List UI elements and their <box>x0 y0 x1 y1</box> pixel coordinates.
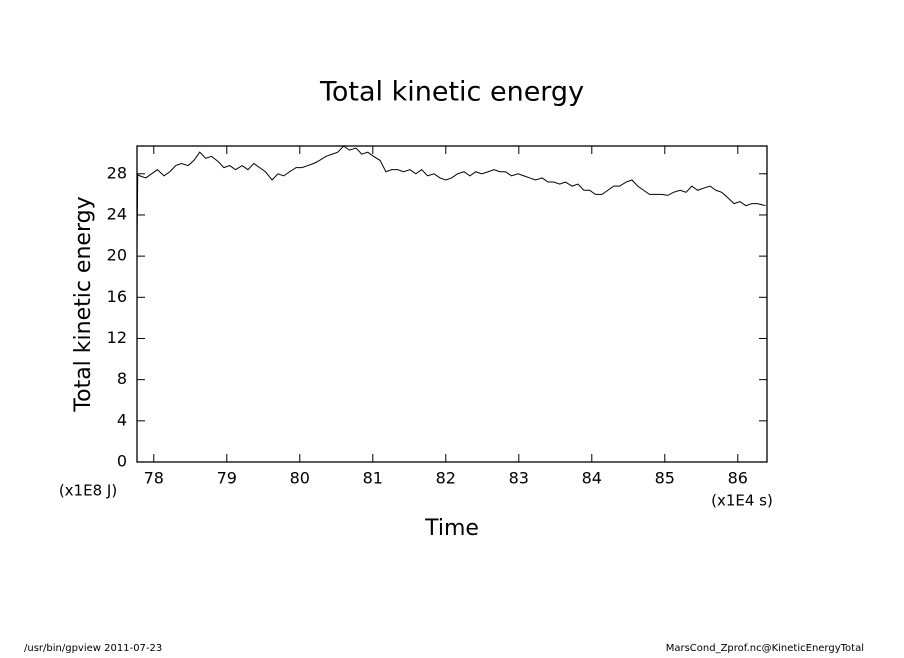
y-tick-label: 24 <box>107 204 127 223</box>
y-axis-label: Total kinetic energy <box>71 196 96 412</box>
x-tick-label: 81 <box>363 469 383 488</box>
chart-title: Total kinetic energy <box>319 77 584 108</box>
x-unit: (x1E4 s) <box>711 492 773 510</box>
y-tick-label: 28 <box>107 163 127 182</box>
x-tick-label: 80 <box>290 469 310 488</box>
footer-left: /usr/bin/gpview 2011-07-23 <box>24 643 162 654</box>
footer-right: MarsCond_Zprof.nc@KineticEnergyTotal <box>666 643 864 654</box>
x-axis-label: Time <box>424 516 479 541</box>
y-tick-label: 0 <box>117 452 127 471</box>
x-tick-label: 78 <box>144 469 164 488</box>
data-line <box>136 145 766 245</box>
x-tick-label: 82 <box>436 469 456 488</box>
y-unit: (x1E8 J) <box>59 482 117 500</box>
y-tick-label: 12 <box>107 328 127 347</box>
x-tick-label: 83 <box>509 469 529 488</box>
x-tick-label: 85 <box>655 469 675 488</box>
y-tick-label: 16 <box>107 287 127 306</box>
y-tick-label: 20 <box>107 246 127 265</box>
x-tick-label: 79 <box>217 469 237 488</box>
y-tick-label: 4 <box>117 410 127 429</box>
plot-frame <box>136 145 768 463</box>
x-tick-label: 86 <box>728 469 748 488</box>
y-tick-label: 8 <box>117 369 127 388</box>
x-tick-label: 84 <box>582 469 602 488</box>
